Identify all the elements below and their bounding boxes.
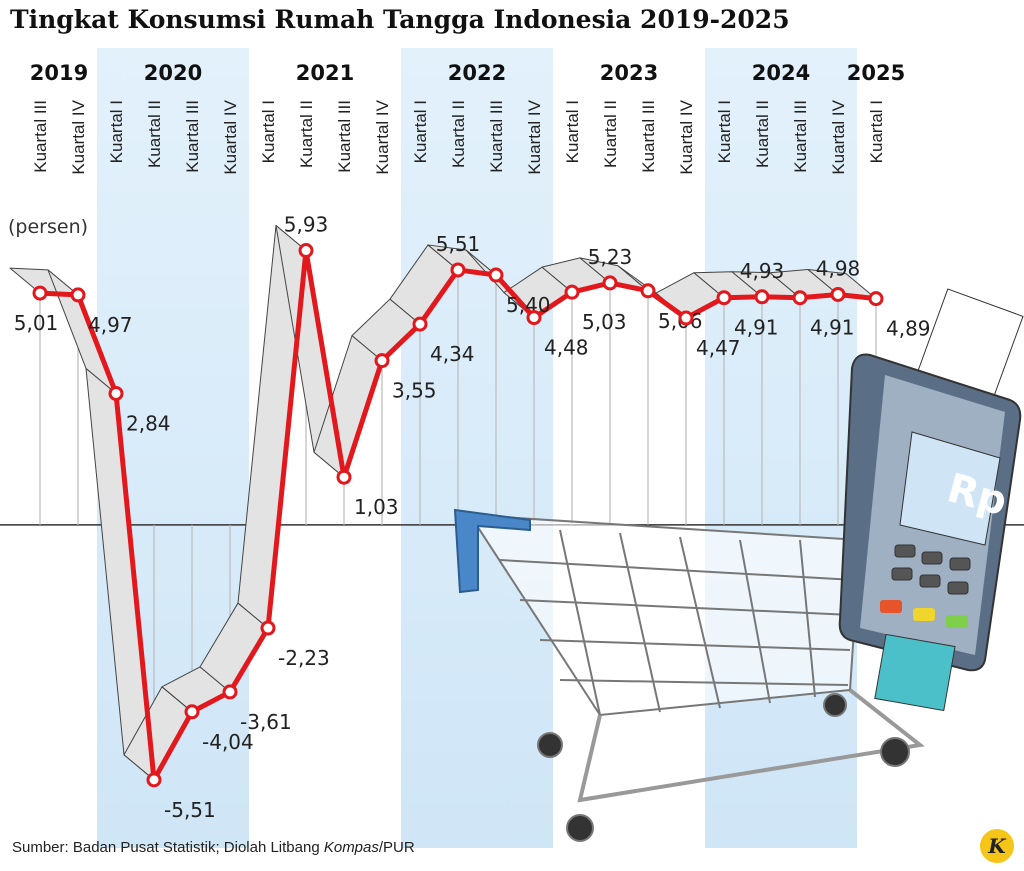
point xyxy=(32,285,48,301)
x-tick-label: Kuartal IV xyxy=(69,99,88,174)
value-label: 2,84 xyxy=(126,411,171,435)
x-tick-label: Kuartal III xyxy=(487,100,506,173)
x-tick-label: Kuartal IV xyxy=(677,99,696,174)
x-tick-label: Kuartal I xyxy=(563,100,582,163)
year-label: 2019 xyxy=(30,61,88,85)
point xyxy=(640,283,656,299)
x-tick-label: Kuartal III xyxy=(639,100,658,173)
x-tick-label: Kuartal I xyxy=(107,100,126,163)
value-label: 1,03 xyxy=(354,495,399,519)
x-tick-label: Kuartal IV xyxy=(373,99,392,174)
point xyxy=(374,353,390,369)
y-axis-label: (persen) xyxy=(8,216,88,238)
value-label: 5,01 xyxy=(14,311,59,335)
year-label: 2023 xyxy=(600,61,658,85)
x-tick-label: Kuartal II xyxy=(449,100,468,168)
value-label: 3,55 xyxy=(392,379,437,403)
x-tick-label: Kuartal III xyxy=(335,100,354,173)
source-end: /PUR xyxy=(379,839,415,856)
point xyxy=(602,275,618,291)
x-tick-label: Kuartal IV xyxy=(829,99,848,174)
logo-circle xyxy=(980,829,1014,863)
x-tick-label: Kuartal II xyxy=(297,100,316,168)
point xyxy=(678,310,694,326)
point xyxy=(450,262,466,278)
value-label: 5,51 xyxy=(436,232,481,256)
value-label: 4,97 xyxy=(88,313,133,337)
year-band xyxy=(401,48,553,848)
value-label: 4,89 xyxy=(886,317,931,341)
x-tick-label: Kuartal IV xyxy=(221,99,240,174)
x-tick-label: Kuartal III xyxy=(791,100,810,173)
value-label: 4,93 xyxy=(740,259,785,283)
point xyxy=(184,704,200,720)
year-label: 2020 xyxy=(144,61,202,85)
value-label: -4,04 xyxy=(202,730,254,754)
year-label: 2025 xyxy=(847,61,905,85)
point xyxy=(868,291,884,307)
x-tick-label: Kuartal I xyxy=(259,100,278,163)
value-label: 5,03 xyxy=(582,310,627,334)
value-label: 4,98 xyxy=(816,256,861,280)
x-tick-label: Kuartal II xyxy=(601,100,620,168)
x-tick-label: Kuartal I xyxy=(867,100,886,163)
value-label: 4,47 xyxy=(696,336,741,360)
x-tick-label: Kuartal III xyxy=(31,100,50,173)
value-label: -2,23 xyxy=(278,646,330,670)
point xyxy=(412,316,428,332)
value-label: -5,51 xyxy=(164,798,216,822)
source-italic: Kompas xyxy=(324,839,380,856)
point xyxy=(792,290,808,306)
x-tick-label: Kuartal II xyxy=(753,100,772,168)
x-tick-label: Kuartal II xyxy=(145,100,164,168)
source: Sumber: Badan Pusat Statistik; Diolah Li… xyxy=(12,839,415,856)
point xyxy=(526,310,542,326)
source-text: Sumber: Badan Pusat Statistik; Diolah Li… xyxy=(12,839,324,856)
point xyxy=(336,469,352,485)
year-label: 2024 xyxy=(752,61,810,85)
point xyxy=(260,620,276,636)
value-label: 4,48 xyxy=(544,336,589,360)
logo: K xyxy=(987,834,1007,858)
point xyxy=(754,289,770,305)
year-label: 2021 xyxy=(296,61,354,85)
point xyxy=(564,284,580,300)
point xyxy=(488,267,504,283)
year-label: 2022 xyxy=(448,61,506,85)
terminal-illustration: Rp xyxy=(838,288,1024,712)
x-tick-label: Kuartal I xyxy=(411,100,430,163)
point xyxy=(146,772,162,788)
point xyxy=(222,684,238,700)
point xyxy=(298,243,314,259)
value-label: 4,34 xyxy=(430,342,475,366)
value-label: 4,91 xyxy=(734,316,779,340)
point xyxy=(70,287,86,303)
value-label: 5,23 xyxy=(588,245,633,269)
point xyxy=(830,286,846,302)
point xyxy=(716,290,732,306)
value-label: 4,91 xyxy=(810,316,855,340)
point xyxy=(108,385,124,401)
x-tick-label: Kuartal I xyxy=(715,100,734,163)
x-tick-label: Kuartal IV xyxy=(525,99,544,174)
chart-title: Tingkat Konsumsi Rumah Tangga Indonesia … xyxy=(10,5,790,34)
cart-illustration xyxy=(453,508,925,842)
value-label: 5,93 xyxy=(284,213,329,237)
x-tick-label: Kuartal III xyxy=(183,100,202,173)
value-label: -3,61 xyxy=(240,710,292,734)
